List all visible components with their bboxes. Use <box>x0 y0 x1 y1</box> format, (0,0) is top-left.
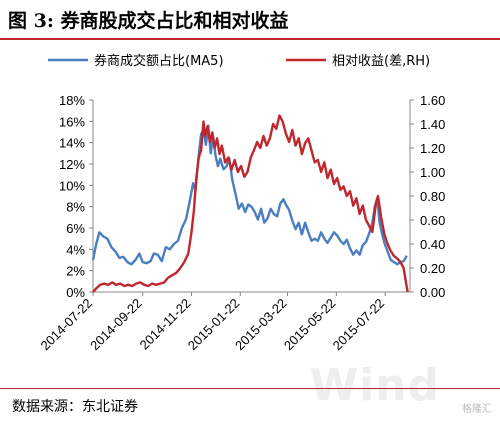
series-line-relative-return <box>92 114 409 293</box>
series-group <box>91 114 409 293</box>
y-right-tick-label: 1.60 <box>420 93 445 108</box>
y-left-tick-label: 2% <box>66 264 85 279</box>
legend-label-relative-return: 相对收益(差,RH) <box>332 54 430 69</box>
x-tick-label: 2014-09-22 <box>87 296 145 354</box>
y-right-tick-label: 1.40 <box>420 117 445 132</box>
y-left-tick-label: 10% <box>59 178 85 193</box>
legend-label-trading-share: 券商成交额占比(MA5) <box>94 53 224 69</box>
y-left-tick-label: 6% <box>66 221 85 236</box>
x-tick-label: 2015-07-22 <box>330 296 388 354</box>
series-line-trading-share <box>91 124 408 266</box>
x-tick-label: 2015-05-22 <box>281 296 339 354</box>
y-left-tick-label: 4% <box>66 242 85 257</box>
axes: 0% 2% 4% 6% 8% 10% 12% 14% 16% 18% 0.00 0.20 0.40 0.6… <box>37 93 445 353</box>
y-right-tick-label: 1.20 <box>420 141 445 156</box>
title-bar: 图 3: 券商股成交占比和相对收益 <box>0 0 500 40</box>
wind-watermark: Wind <box>309 360 440 411</box>
y-right-tick-label: 0.80 <box>420 189 445 204</box>
bottom-rule <box>0 388 500 389</box>
y-left-tick-label: 8% <box>66 200 85 215</box>
x-tick-label: 2014-07-22 <box>37 296 95 354</box>
y-left-tick-label: 14% <box>59 136 85 151</box>
source-note: 数据来源：东北证券 <box>12 399 138 415</box>
gelonghui-badge: 格隆汇 <box>462 404 492 415</box>
y-left-tick-label: 18% <box>59 93 85 108</box>
y-left-tick-label: 12% <box>59 157 85 172</box>
y-right-tick-label: 1.00 <box>420 165 445 180</box>
x-tick-label: 2015-03-22 <box>232 296 290 354</box>
y-right-tick-label: 0.00 <box>420 285 445 300</box>
y-right-tick-label: 0.20 <box>420 261 445 276</box>
figure-title: 图 3: 券商股成交占比和相对收益 <box>8 10 289 32</box>
y-right-tick-label: 0.40 <box>420 237 445 252</box>
y-left-tick-label: 16% <box>59 114 85 129</box>
y-right-tick-label: 0.60 <box>420 213 445 228</box>
legend: 券商成交额占比(MA5) 相对收益(差,RH) <box>48 53 430 69</box>
y-left-tick-label: 0% <box>66 285 85 300</box>
